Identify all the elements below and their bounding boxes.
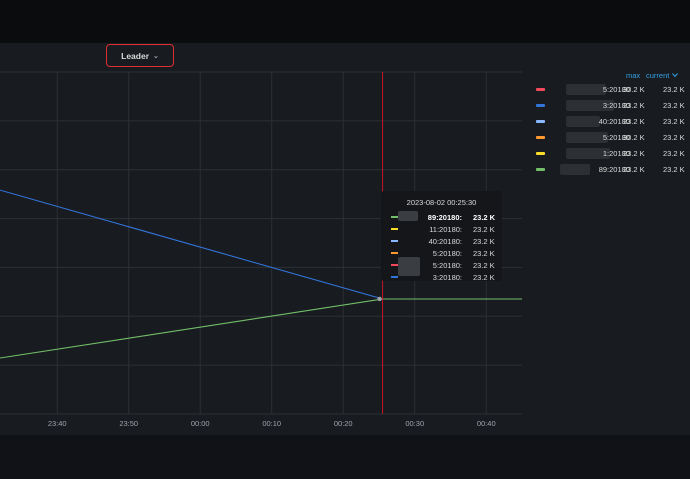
redacted-mask xyxy=(566,116,600,127)
redacted-mask xyxy=(566,132,608,143)
tooltip-value: 23.2 K xyxy=(473,237,495,246)
legend-item[interactable]: 40:20180 23.2 K 23.2 K xyxy=(530,114,690,130)
x-tick-label: 00:10 xyxy=(262,419,281,428)
legend-max: 23.2 K xyxy=(623,101,645,110)
legend-header-max[interactable]: max xyxy=(626,71,641,80)
x-tick-label: 23:40 xyxy=(48,419,67,428)
tooltip-name: 5:20180: xyxy=(432,261,462,270)
legend-current: 23.2 K xyxy=(663,133,685,142)
panel-title-menu[interactable]: Leader ⌄ xyxy=(106,44,174,67)
tooltip-value: 23.2 K xyxy=(473,261,495,270)
legend-swatch xyxy=(536,88,545,91)
x-tick-label: 00:40 xyxy=(477,419,496,428)
tooltip-swatch xyxy=(391,240,398,242)
tooltip-name: 11:20180: xyxy=(429,225,462,234)
tooltip-name: 89:20180: xyxy=(427,213,462,222)
legend-current: 23.2 K xyxy=(663,101,685,110)
legend-swatch xyxy=(536,168,545,171)
legend-item[interactable]: 1:20180 23.2 K 23.2 K xyxy=(530,146,690,162)
tooltip-value: 23.2 K xyxy=(473,213,496,222)
legend-max: 23.2 K xyxy=(623,149,645,158)
legend-name: 5:20180 xyxy=(602,85,630,94)
graph-tooltip: 2023-08-02 00:25:30 89:20180: 23.2 K 11:… xyxy=(381,191,502,284)
legend-swatch xyxy=(536,120,545,123)
tooltip-value: 23.2 K xyxy=(473,273,495,282)
legend-swatch xyxy=(536,136,545,139)
legend-current: 23.2 K xyxy=(663,149,685,158)
hover-point xyxy=(377,296,382,302)
legend-name: 89:20180 xyxy=(598,165,630,174)
tooltip-time: 2023-08-02 00:25:30 xyxy=(406,198,477,207)
legend-swatch xyxy=(536,152,545,155)
tooltip-swatch xyxy=(391,228,398,230)
tooltip-name: 40:20180: xyxy=(428,237,462,246)
legend-item[interactable]: 89:20180 23.2 K 23.2 K xyxy=(530,162,690,178)
legend-item[interactable]: 5:20180 30.2 K 23.2 K xyxy=(530,130,690,146)
x-tick-label: 23:50 xyxy=(119,419,138,428)
tooltip-row: 5:20180: 23.2 K xyxy=(381,260,502,272)
tooltip-row: 89:20180: 23.2 K xyxy=(381,212,502,224)
legend-name: 40:20180 xyxy=(598,117,630,126)
redacted-mask xyxy=(566,84,606,95)
legend-item[interactable]: 3:20180 23.2 K 23.2 K xyxy=(530,98,690,114)
x-tick-label: 00:00 xyxy=(191,419,210,428)
legend-current: 23.2 K xyxy=(663,165,685,174)
redacted-mask xyxy=(566,100,614,111)
legend-item[interactable]: 5:20180 30.2 K 23.2 K xyxy=(530,82,690,98)
panel-title-label: Leader xyxy=(121,50,149,61)
tooltip-value: 23.2 K xyxy=(473,225,495,234)
legend-max: 30.2 K xyxy=(623,133,645,142)
tooltip-row: 11:20180: 23.2 K xyxy=(381,224,502,236)
redacted-mask xyxy=(566,148,610,159)
legend-current: 23.2 K xyxy=(663,85,685,94)
legend-swatch xyxy=(536,104,545,107)
legend-name: 1:20180 xyxy=(602,149,630,158)
x-tick-label: 00:30 xyxy=(405,419,424,428)
legend-max: 23.2 K xyxy=(623,117,645,126)
series-line xyxy=(0,298,522,359)
chevron-down-icon: ⌄ xyxy=(153,52,159,60)
legend-max: 23.2 K xyxy=(623,165,645,174)
legend-name: 5:20180 xyxy=(602,133,630,142)
bottom-area xyxy=(0,435,690,479)
tooltip-name: 5:20180: xyxy=(432,249,462,258)
top-bar xyxy=(0,0,690,43)
legend-current: 23.2 K xyxy=(663,117,685,126)
tooltip-row: 40:20180: 23.2 K xyxy=(381,236,502,248)
redacted-mask xyxy=(398,211,418,221)
tooltip-swatch xyxy=(391,264,398,266)
tooltip-row: 5:20180: 23.2 K xyxy=(381,248,502,260)
redacted-mask xyxy=(398,257,420,276)
sort-desc-icon xyxy=(672,73,678,78)
legend-max: 30.2 K xyxy=(623,85,645,94)
tooltip-swatch xyxy=(391,252,398,254)
x-tick-label: 00:20 xyxy=(334,419,353,428)
tooltip-row: 3:20180: 23.2 K xyxy=(381,272,502,284)
tooltip-value: 23.2 K xyxy=(473,249,495,258)
tooltip-name: 3:20180: xyxy=(432,273,462,282)
legend-name: 3:20180 xyxy=(602,101,630,110)
tooltip-swatch xyxy=(391,216,398,218)
legend-header-current[interactable]: current xyxy=(646,71,670,80)
redacted-mask xyxy=(560,164,590,175)
tooltip-swatch xyxy=(391,276,398,278)
